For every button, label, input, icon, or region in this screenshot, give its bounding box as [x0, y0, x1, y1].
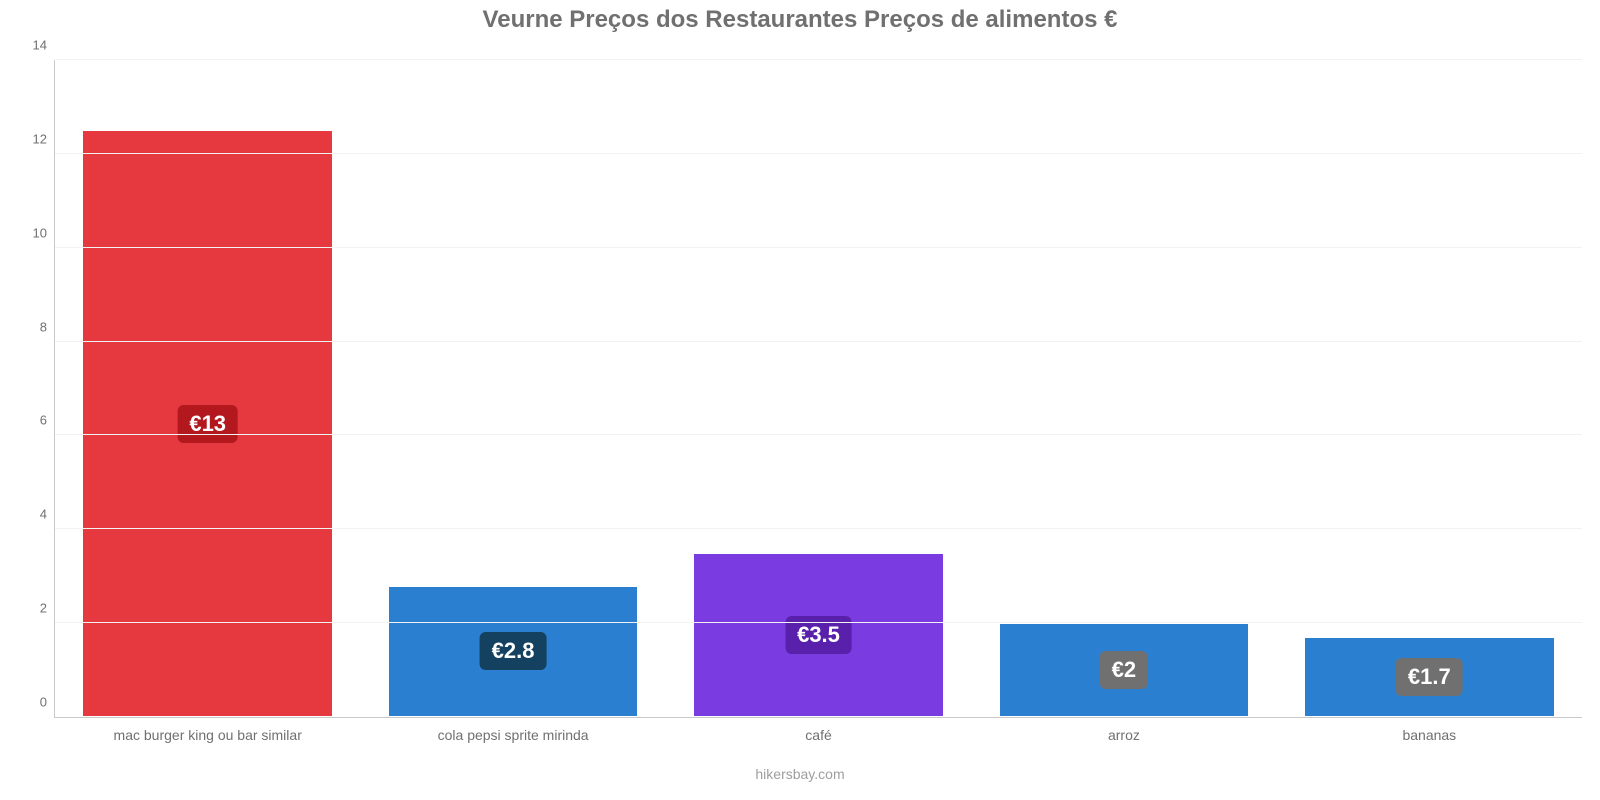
bar: €2.8: [388, 586, 638, 717]
y-tick-label: 6: [11, 413, 47, 428]
bar: €13: [82, 130, 332, 717]
bar: €3.5: [693, 553, 943, 717]
bar: €2: [999, 623, 1249, 717]
gridline: [55, 341, 1582, 342]
plot-area: €13mac burger king ou bar similar€2.8col…: [54, 60, 1582, 718]
credit-text: hikersbay.com: [0, 766, 1600, 782]
x-tick-label: arroz: [1108, 727, 1140, 743]
y-tick-label: 0: [11, 695, 47, 710]
gridline: [55, 247, 1582, 248]
value-badge: €2: [1100, 651, 1148, 689]
bar-slot: €3.5café: [666, 60, 971, 717]
x-tick-label: café: [805, 727, 831, 743]
gridline: [55, 153, 1582, 154]
bar-slot: €2arroz: [971, 60, 1276, 717]
value-badge: €1.7: [1396, 658, 1463, 696]
y-tick-label: 4: [11, 507, 47, 522]
chart-container: Veurne Preços dos Restaurantes Preços de…: [0, 0, 1600, 800]
x-tick-label: mac burger king ou bar similar: [114, 727, 302, 743]
gridline: [55, 528, 1582, 529]
y-tick-label: 8: [11, 319, 47, 334]
y-tick-label: 2: [11, 601, 47, 616]
bar-slot: €13mac burger king ou bar similar: [55, 60, 360, 717]
bar-slot: €2.8cola pepsi sprite mirinda: [360, 60, 665, 717]
bar: €1.7: [1304, 637, 1554, 717]
gridline: [55, 622, 1582, 623]
chart-title: Veurne Preços dos Restaurantes Preços de…: [0, 6, 1600, 34]
y-tick-label: 14: [11, 38, 47, 53]
x-tick-label: cola pepsi sprite mirinda: [438, 727, 589, 743]
gridline: [55, 434, 1582, 435]
y-tick-label: 10: [11, 225, 47, 240]
x-tick-label: bananas: [1402, 727, 1456, 743]
gridline: [55, 59, 1582, 60]
bars-group: €13mac burger king ou bar similar€2.8col…: [55, 60, 1582, 717]
y-tick-label: 12: [11, 131, 47, 146]
bar-slot: €1.7bananas: [1277, 60, 1582, 717]
value-badge: €13: [177, 405, 238, 443]
value-badge: €2.8: [480, 632, 547, 670]
